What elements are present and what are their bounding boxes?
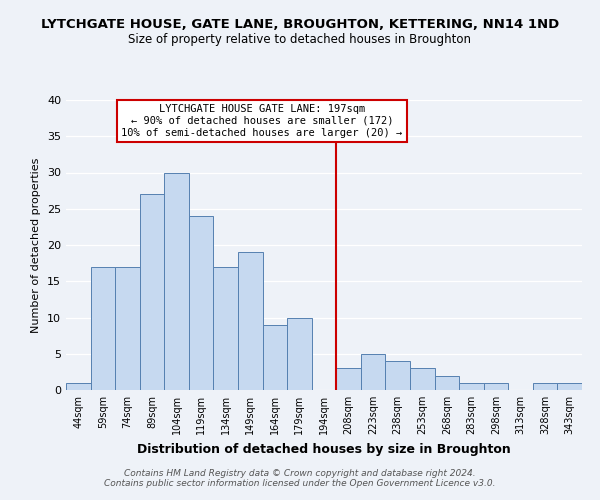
Bar xyxy=(263,325,287,390)
Bar xyxy=(91,267,115,390)
Bar xyxy=(336,368,361,390)
Bar xyxy=(484,383,508,390)
Bar xyxy=(66,383,91,390)
Text: Size of property relative to detached houses in Broughton: Size of property relative to detached ho… xyxy=(128,32,472,46)
Text: Contains public sector information licensed under the Open Government Licence v3: Contains public sector information licen… xyxy=(104,478,496,488)
Y-axis label: Number of detached properties: Number of detached properties xyxy=(31,158,41,332)
Bar xyxy=(459,383,484,390)
Bar xyxy=(557,383,582,390)
Bar xyxy=(164,172,189,390)
Bar xyxy=(533,383,557,390)
Bar xyxy=(287,318,312,390)
Bar xyxy=(238,252,263,390)
Text: LYTCHGATE HOUSE, GATE LANE, BROUGHTON, KETTERING, NN14 1ND: LYTCHGATE HOUSE, GATE LANE, BROUGHTON, K… xyxy=(41,18,559,30)
Bar xyxy=(434,376,459,390)
Bar xyxy=(410,368,434,390)
Text: LYTCHGATE HOUSE GATE LANE: 197sqm
← 90% of detached houses are smaller (172)
10%: LYTCHGATE HOUSE GATE LANE: 197sqm ← 90% … xyxy=(121,104,403,138)
X-axis label: Distribution of detached houses by size in Broughton: Distribution of detached houses by size … xyxy=(137,442,511,456)
Bar xyxy=(361,354,385,390)
Bar xyxy=(115,267,140,390)
Bar xyxy=(214,267,238,390)
Bar xyxy=(385,361,410,390)
Bar xyxy=(189,216,214,390)
Text: Contains HM Land Registry data © Crown copyright and database right 2024.: Contains HM Land Registry data © Crown c… xyxy=(124,468,476,477)
Bar xyxy=(140,194,164,390)
